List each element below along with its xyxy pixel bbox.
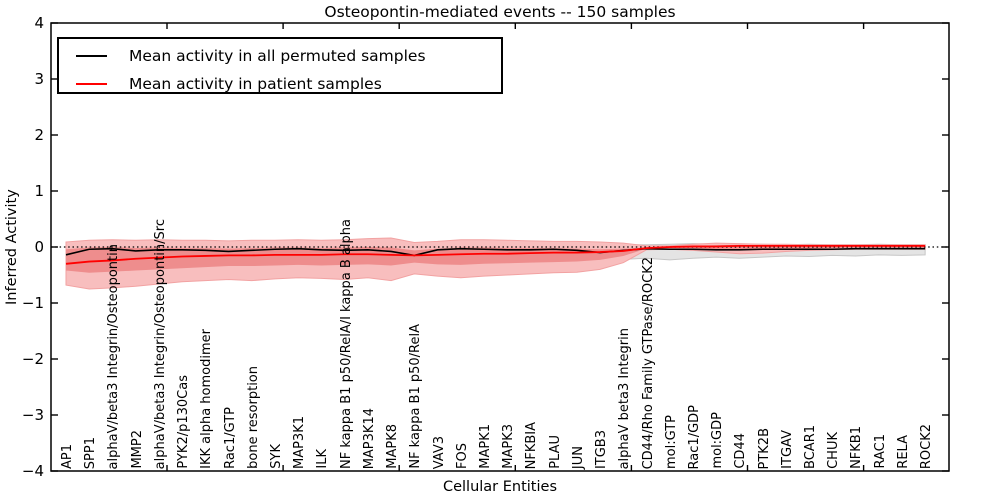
legend: Mean activity in all permuted samples Mea…: [57, 37, 503, 94]
x-axis-label: Cellular Entities: [442, 479, 558, 495]
x-category-label: AP1: [60, 443, 75, 469]
x-category-label: JUN: [570, 445, 586, 469]
x-category-label: Rac1/GDP: [686, 404, 702, 469]
x-category-label: mol:GTP: [663, 415, 679, 469]
x-category-label: ILK: [315, 449, 331, 469]
x-category-label: alphaV/beta3 Integrin/Osteopontin/Src: [152, 218, 168, 469]
x-category-label: NF kappa B1 p50/RelA: [408, 324, 424, 469]
x-category-label: MAP3K1: [292, 415, 308, 469]
x-category-label: PTK2B: [756, 427, 772, 470]
patient-line-swatch: [76, 83, 107, 85]
x-category-label: ITGB3: [594, 429, 610, 469]
y-tick-label: 1: [34, 182, 44, 200]
x-category-label: MMP2: [129, 430, 145, 469]
y-tick-label: 2: [34, 126, 44, 144]
x-category-label: FOS: [454, 443, 470, 469]
permuted-line-swatch: [76, 55, 107, 57]
y-tick-label: 3: [34, 70, 44, 88]
legend-item-label: Mean activity in all permuted samples: [129, 47, 426, 65]
x-category-label: CD44/Rho Family GTPase/ROCK2: [640, 256, 656, 469]
permuted-mean-line: [65, 247, 926, 257]
x-category-label: ROCK2: [919, 423, 935, 469]
y-tick-label: −4: [21, 462, 44, 480]
x-category-label: MAPK3: [501, 424, 517, 469]
x-category-label: alphaV beta3 Integrin: [617, 327, 633, 469]
legend-rows: Mean activity in all permuted samples Mea…: [59, 47, 501, 93]
x-category-label: PLAU: [547, 435, 563, 469]
x-category-label: alphaV/beta3 Integrin/Osteopontin: [106, 243, 122, 469]
legend-item: Mean activity in patient samples: [59, 75, 501, 93]
x-category-label: RAC1: [872, 434, 888, 469]
x-category-label: NF kappa B1 p50/RelA/I kappa B alpha: [338, 219, 354, 469]
patient-mean-line: [65, 244, 926, 265]
x-category-label: ITGAV: [779, 430, 795, 469]
x-category-label: NFKBIA: [524, 421, 540, 469]
x-category-label: bone resorption: [245, 366, 261, 469]
y-tick-label: −2: [21, 350, 44, 368]
x-category-label: IKK alpha homodimer: [199, 329, 215, 469]
x-category-label: PYK2/p130Cas: [176, 375, 192, 469]
x-category-label: SPP1: [83, 436, 99, 469]
patient-samples-range-inner-band: [66, 244, 926, 273]
x-category-label: CD44: [733, 433, 749, 469]
x-category-label: mol:GDP: [710, 412, 726, 469]
x-category-label: Rac1/GTP: [222, 407, 238, 469]
x-category-label: SYK: [268, 444, 284, 469]
chart-title: Osteopontin-mediated events -- 150 sampl…: [324, 3, 676, 21]
y-tick-label: −3: [21, 406, 44, 424]
legend-item: Mean activity in all permuted samples: [59, 47, 501, 65]
y-tick-label: 4: [34, 14, 44, 32]
x-category-label: MAP3K14: [361, 407, 377, 469]
y-tick-label: 0: [34, 238, 44, 256]
x-category-label: MAPK8: [385, 424, 401, 469]
legend-item-label: Mean activity in patient samples: [129, 75, 382, 93]
x-category-label: VAV3: [431, 435, 447, 469]
x-category-label: BCAR1: [803, 425, 819, 469]
y-tick-label: −1: [21, 294, 44, 312]
x-category-label: CHUK: [826, 432, 842, 469]
x-category-label: MAPK1: [477, 424, 493, 469]
x-category-label: RELA: [895, 435, 911, 469]
x-category-label: NFKB1: [849, 426, 865, 469]
